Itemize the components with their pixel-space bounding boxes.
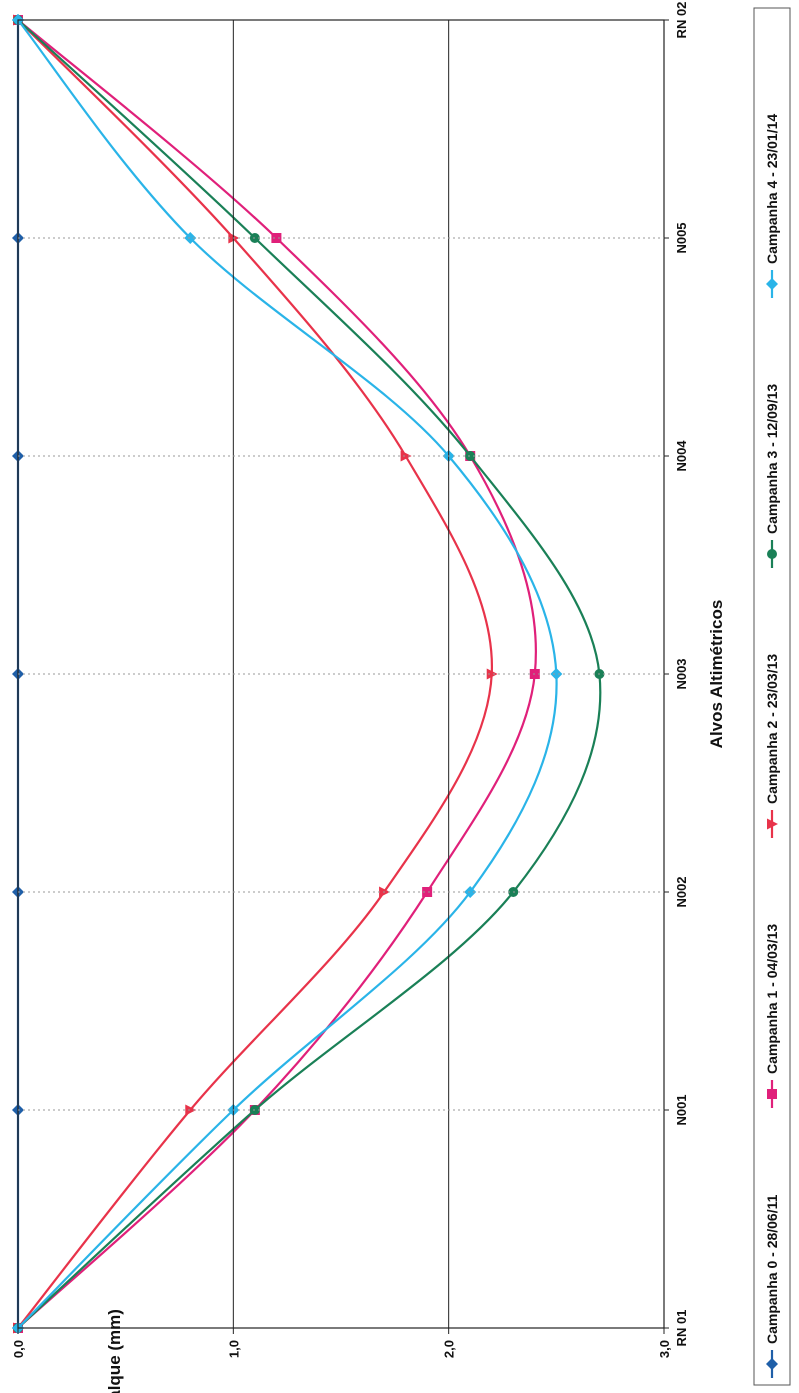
data-point [185,1104,197,1116]
value-tick-label: 3,0 [657,1340,672,1358]
data-point [271,233,282,243]
legend-marker [766,1358,778,1370]
legend-entry: Campanha 2 - 23/03/13 [764,654,780,838]
data-point [422,887,433,897]
data-point [465,451,476,461]
legend-marker [767,1089,777,1099]
x-axis-title: Alvos Altimétricos [707,600,726,749]
category-tick-label: RN 02 [674,2,689,39]
value-tick-label: 0,0 [11,1340,26,1358]
legend-marker [767,818,778,830]
category-tick-label: N005 [674,222,689,253]
legend-label: Campanha 2 - 23/03/13 [764,654,780,804]
category-tick-label: N003 [674,658,689,689]
legend-box [753,7,791,1386]
legend-entry: Campanha 1 - 04/03/13 [764,924,780,1108]
value-tick-label: 1,0 [226,1340,241,1358]
data-point [550,668,563,680]
category-tick-label: RN 01 [674,1310,689,1347]
axes: 0,0 1,0 2,0 3,0RN 01 N001 N002 N003 N004 N005 RN … [11,2,726,1393]
legend-entry: Campanha 0 - 28/06/11 [764,1194,780,1378]
y-axis-title: Recalque (mm) [105,1309,124,1393]
legend-entry: Campanha 3 - 12/09/13 [764,384,780,568]
legend-label: Campanha 3 - 12/09/13 [764,384,780,534]
legend-label: Campanha 1 - 04/03/13 [764,924,780,1074]
value-tick-label: 2,0 [442,1340,457,1358]
legend-marker [766,278,778,290]
legend-label: Campanha 4 - 23/01/14 [764,114,780,264]
data-point [464,886,477,898]
category-tick-label: N002 [674,876,689,907]
legend-label: Campanha 0 - 28/06/11 [764,1194,780,1344]
data-point [400,450,412,462]
category-tick-label: N001 [674,1094,689,1125]
legend-marker [767,549,777,559]
legend: Campanha 0 - 28/06/11 Campanha 1 - 04/03/… [753,7,791,1386]
data-point [486,668,498,680]
legend-entry: Campanha 4 - 23/01/14 [764,114,780,298]
category-tick-label: N004 [674,440,689,472]
data-point [184,232,197,244]
